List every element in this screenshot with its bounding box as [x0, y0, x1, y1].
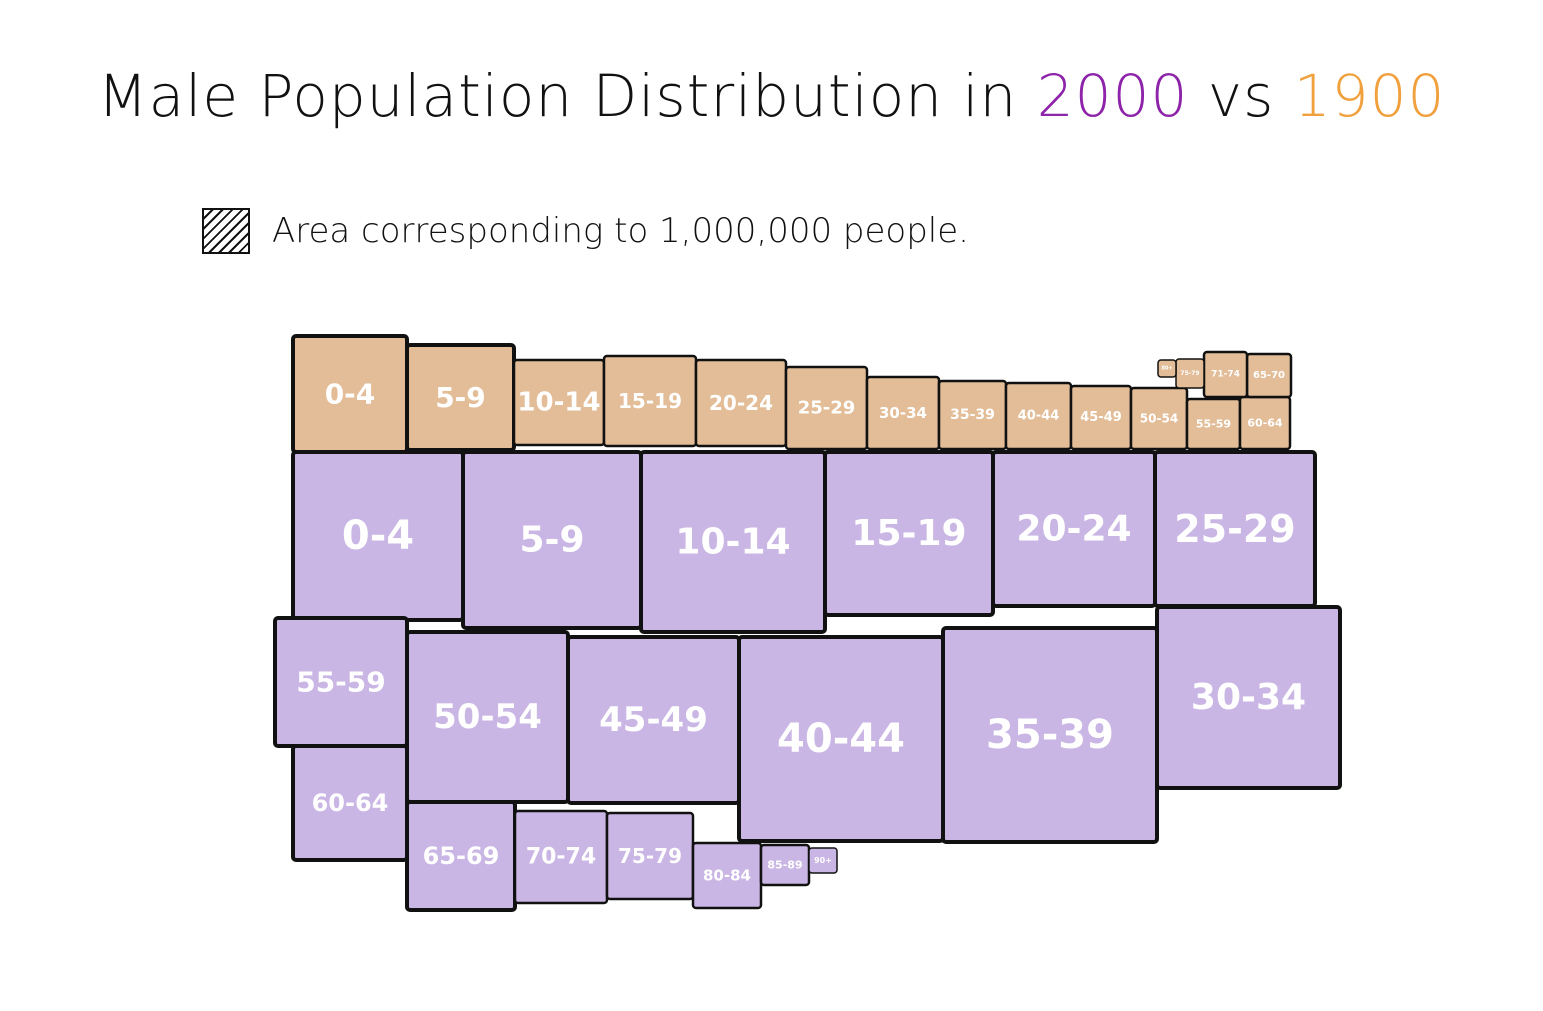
cell-2000-40-44: 40-44: [737, 635, 945, 843]
cell-label: 70-74: [526, 845, 596, 870]
cell-label: 35-39: [986, 712, 1114, 758]
cell-2000-45-49: 45-49: [566, 635, 741, 805]
cell-square: [1157, 359, 1177, 378]
cell-label: 10-14: [675, 522, 790, 563]
cell-2000-35-39: 35-39: [941, 626, 1159, 844]
cell-1900-10-14: 10-14: [512, 358, 606, 447]
cell-1900-25-29: 25-29: [784, 365, 869, 451]
cell-label: 10-14: [517, 388, 600, 418]
cell-1900-60-64: 60-64: [1238, 395, 1292, 451]
cell-2000-20-24: 20-24: [991, 450, 1157, 608]
cell-label: 5-9: [519, 520, 584, 561]
cell-label: 35-39: [950, 407, 995, 423]
cell-2000-50-54: 50-54: [405, 630, 570, 804]
cell-label: 80+: [1161, 366, 1172, 372]
cell-2000-5-9: 5-9: [461, 450, 643, 630]
cell-2000-60-64: 60-64: [291, 744, 409, 862]
cell-label: 65-69: [423, 842, 500, 870]
cell-2000-75-79: 75-79: [605, 811, 695, 901]
chart-title: Male Population Distribution in 2000 vs …: [0, 62, 1543, 130]
cell-2000-15-19: 15-19: [823, 450, 995, 617]
cell-2000-55-59: 55-59: [273, 616, 409, 748]
cell-2000-10-14: 10-14: [639, 450, 827, 634]
cell-label: 15-19: [851, 513, 966, 554]
cell-label: 5-9: [435, 381, 486, 414]
cell-label: 20-24: [709, 391, 773, 415]
cell-label: 0-4: [325, 378, 376, 411]
cell-2000-85-89: 85-89: [759, 843, 811, 887]
title-vs: vs: [1207, 62, 1275, 130]
legend: Area corresponding to 1,000,000 people.: [202, 205, 969, 257]
cell-label: 60-64: [312, 789, 389, 817]
cell-2000-90: 90+: [808, 847, 838, 874]
cell-2000-70-74: 70-74: [513, 809, 609, 905]
cell-label: 45-49: [599, 700, 708, 740]
cell-label: 55-59: [296, 666, 386, 699]
cell-label: 60-64: [1247, 417, 1283, 430]
cell-label: 0-4: [342, 513, 414, 559]
cell-label: 50-54: [1140, 412, 1178, 426]
cell-1900-35-39: 35-39: [937, 379, 1008, 451]
cell-1900-75-79: 75-79: [1175, 358, 1205, 389]
cell-label: 30-34: [1191, 677, 1306, 718]
cell-label: 40-44: [777, 716, 905, 762]
cell-1900-5-9: 5-9: [405, 343, 516, 452]
cell-label: 40-44: [1018, 409, 1060, 424]
title-year-2000: 2000: [1036, 62, 1189, 130]
title-year-1900: 1900: [1293, 62, 1446, 130]
cell-1900-65-70: 65-70: [1245, 352, 1293, 399]
cell-1900-0-4: 0-4: [291, 334, 409, 454]
cell-1900-40-44: 40-44: [1004, 381, 1073, 451]
cell-1900-71-74: 71-74: [1202, 350, 1249, 399]
cell-1900-50-54: 50-54: [1129, 386, 1189, 451]
cell-label: 30-34: [879, 404, 927, 422]
cell-label: 75-79: [1180, 370, 1199, 377]
cell-2000-0-4: 0-4: [291, 450, 465, 622]
cell-2000-65-69: 65-69: [405, 800, 517, 912]
cell-label: 75-79: [618, 844, 682, 868]
cell-label: 25-29: [1174, 507, 1296, 551]
cell-label: 85-89: [767, 859, 802, 872]
legend-text: Area corresponding to 1,000,000 people.: [272, 211, 969, 251]
cell-label: 20-24: [1016, 509, 1131, 550]
cell-label: 25-29: [798, 398, 856, 419]
cell-1900-20-24: 20-24: [694, 358, 788, 448]
cell-label: 80-84: [703, 867, 751, 885]
cell-label: 50-54: [433, 697, 542, 737]
cell-1900-80: 80+: [1157, 359, 1177, 378]
cell-label: 71-74: [1211, 370, 1240, 380]
cell-label: 55-59: [1196, 418, 1231, 431]
cell-square: [808, 847, 838, 874]
cell-label: 90+: [814, 856, 832, 865]
cell-1900-15-19: 15-19: [602, 354, 698, 448]
hatched-square-icon: [202, 208, 250, 254]
cell-label: 15-19: [618, 389, 682, 413]
cell-2000-25-29: 25-29: [1153, 450, 1317, 608]
cell-label: 65-70: [1253, 370, 1285, 381]
cell-1900-55-59: 55-59: [1185, 397, 1242, 451]
title-prefix: Male Population Distribution in: [97, 62, 1018, 130]
cell-1900-30-34: 30-34: [865, 375, 941, 451]
cell-label: 45-49: [1080, 410, 1122, 425]
cell-2000-80-84: 80-84: [691, 841, 763, 910]
cell-1900-45-49: 45-49: [1069, 384, 1133, 451]
cell-2000-30-34: 30-34: [1155, 605, 1342, 790]
